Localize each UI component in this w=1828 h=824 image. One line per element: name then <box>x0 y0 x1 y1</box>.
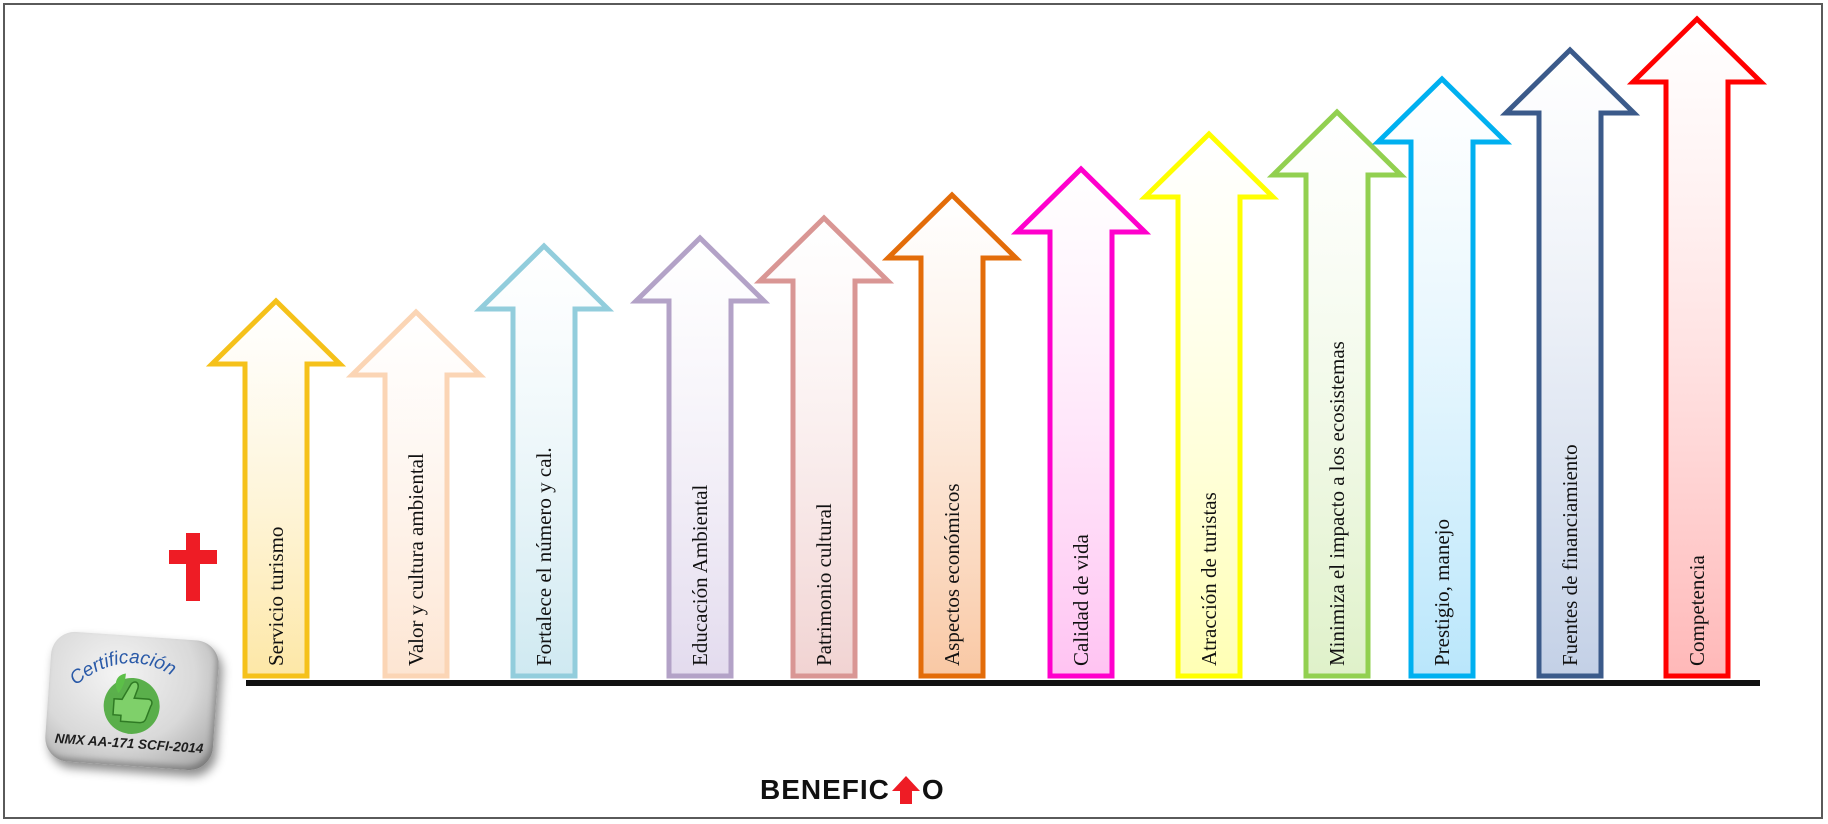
arrow-shape <box>881 191 1023 679</box>
arrow-label: Aspectos económicos <box>940 483 964 666</box>
baseline <box>246 680 1760 686</box>
arrow-shape <box>473 242 615 679</box>
thumbs-up-leaf-icon <box>103 673 160 734</box>
benefit-word-end: O <box>921 774 945 805</box>
benefit-arrow: Fortalece el número y cal. <box>473 242 615 679</box>
benefit-arrow: Minimiza el impacto a los ecosistemas <box>1266 108 1408 679</box>
arrow-shape <box>753 214 895 679</box>
arrow-shape <box>1371 75 1513 679</box>
benefit-arrow: Educación Ambiental <box>629 234 771 679</box>
arrow-label: Educación Ambiental <box>688 484 712 666</box>
arrow-label: Prestigio, manejo <box>1430 519 1454 666</box>
arrow-shape <box>1138 130 1280 679</box>
arrow-label: Competencia <box>1685 555 1709 666</box>
arrow-label: Patrimonio cultural <box>812 503 836 666</box>
benefit-arrow: Calidad de vida <box>1010 165 1152 679</box>
benefit-arrow: Aspectos económicos <box>881 191 1023 679</box>
benefit-arrow: Competencia <box>1626 15 1768 679</box>
benefit-arrow: Patrimonio cultural <box>753 214 895 679</box>
benefit-arrow: Prestigio, manejo <box>1371 75 1513 679</box>
benefit-arrow: Servicio turismo <box>205 297 347 679</box>
plus-icon <box>169 533 217 601</box>
badge-code: NMX AA-171 SCFI-2014 <box>54 731 204 756</box>
benefit-arrow: Atracción de turistas <box>1138 130 1280 679</box>
arrow-shape <box>345 308 487 679</box>
arrow-label: Valor y cultura ambiental <box>404 453 428 666</box>
arrow-group: Servicio turismo Valor y cultura ambienta… <box>205 15 1768 679</box>
benefit-title: BENEFIC O <box>760 773 945 807</box>
arrow-shape <box>1010 165 1152 679</box>
arrow-shape <box>629 234 771 679</box>
arrow-shape <box>205 297 347 679</box>
arrow-label: Calidad de vida <box>1069 534 1093 666</box>
certification-badge: Certificación NMX AA-171 SCFI-2014 <box>43 630 221 772</box>
arrow-label: Fortalece el número y cal. <box>532 447 556 666</box>
benefit-arrow: Fuentes de financiamiento <box>1499 46 1641 679</box>
arrow-label: Fuentes de financiamiento <box>1558 444 1582 666</box>
arrow-label: Atracción de turistas <box>1197 492 1221 666</box>
arrow-label: Servicio turismo <box>264 527 288 666</box>
diagram-frame <box>3 3 1823 819</box>
arrow-label: Minimiza el impacto a los ecosistemas <box>1325 341 1349 666</box>
arrow-shape <box>1626 15 1768 679</box>
benefit-word-start: BENEFIC <box>760 774 890 805</box>
benefit-arrow: Valor y cultura ambiental <box>345 308 487 679</box>
arrow-shape <box>1499 46 1641 679</box>
up-arrow-icon <box>891 776 920 804</box>
arrow-shape <box>1266 108 1408 679</box>
